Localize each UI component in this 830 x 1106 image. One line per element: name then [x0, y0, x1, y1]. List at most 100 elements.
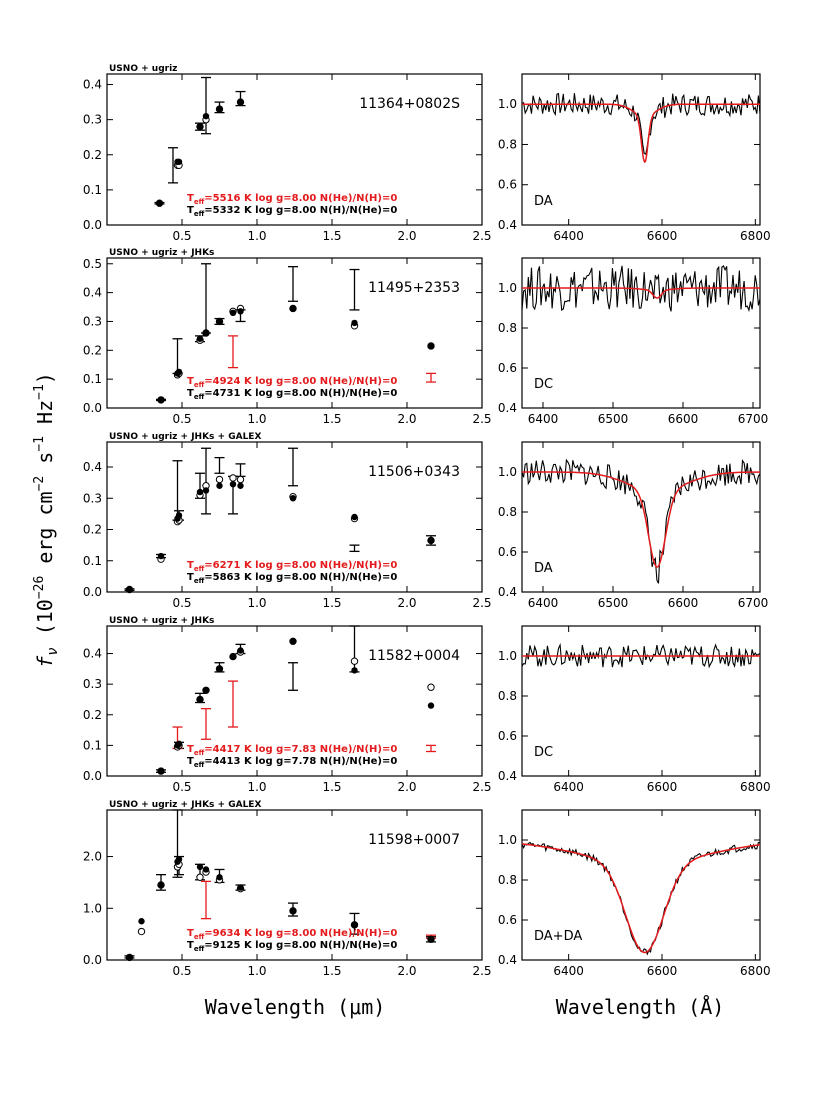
model-flux-filled-point: [289, 907, 297, 915]
model-flux-filled-point: [196, 863, 204, 871]
model-spectrum-line: [522, 287, 760, 299]
model-flux-filled-point: [237, 647, 244, 654]
fit-params-hydrogen-sub: eff: [194, 933, 205, 941]
fit-params-helium-t: T: [187, 572, 194, 583]
fit-params-helium-sub: eff: [194, 393, 205, 401]
fit-params-hydrogen-t: T: [187, 376, 194, 387]
sed-ytick-label: 0.3: [83, 491, 102, 505]
spectrum-xtick-label: 6600: [647, 964, 678, 978]
spectrum-xtick-label: 6800: [740, 964, 771, 978]
sed-xtick-label: 1.0: [247, 412, 266, 426]
fit-params-hydrogen-rest: =4924 K log g=8.00 N(He)/N(H)=0: [204, 376, 397, 387]
model-flux-filled-point: [196, 488, 204, 496]
object-name: 11495+2353: [368, 280, 460, 296]
sed-xtick-label: 2.5: [472, 964, 491, 978]
spectrum-xtick-label: 6700: [738, 596, 769, 610]
model-flux-filled-point: [202, 687, 210, 694]
y-title-exp4: −1: [32, 384, 47, 400]
sed-ytick-label: 0.0: [83, 769, 102, 783]
photometry-label: USNO + ugriz + JHKs + GALEX: [109, 432, 261, 442]
model-flux-filled-point: [351, 513, 358, 521]
fit-params-hydrogen: Teff=4417 K log g=7.83 N(He)/N(H)=0: [187, 744, 397, 757]
fit-params-helium-rest: =9125 K log g=8.00 N(H)/N(He)=0: [204, 940, 397, 951]
spectrum-ytick-label: 1.0: [498, 649, 517, 663]
sed-axes-frame: [106, 257, 483, 409]
fit-params-hydrogen-rest: =6271 K log g=8.00 N(He)/N(H)=0: [204, 560, 397, 571]
sed-xtick-label: 0.5: [172, 780, 191, 794]
sed-xtick-label: 1.5: [322, 229, 341, 243]
model-spectrum-line: [522, 843, 761, 954]
spectrum-xtick-label: 6600: [668, 412, 699, 426]
spectrum-ytick-label: 0.4: [498, 218, 517, 232]
spectrum-xtick-label: 6600: [668, 596, 699, 610]
sed-axes-frame: [106, 441, 483, 593]
observed-spectrum-line: [521, 458, 761, 584]
model-spectrum-line: [522, 103, 760, 164]
spectrum-xtick-label: 6400: [553, 229, 584, 243]
fit-params-helium: Teff=5863 K log g=8.00 N(H)/N(He)=0: [187, 572, 397, 585]
model-flux-open-point: [236, 475, 245, 484]
spectrum-ytick-label: 0.8: [498, 873, 517, 887]
model-flux-filled-point: [216, 318, 223, 325]
spectrum-ytick-label: 1.0: [498, 97, 517, 111]
model-flux-filled-point: [229, 480, 237, 488]
sed-xtick-label: 0.5: [172, 412, 191, 426]
spectral-class: DA: [534, 194, 553, 209]
spectrum-xtick-label: 6800: [740, 780, 771, 794]
observed-spectrum-line: [521, 92, 761, 156]
sed-xtick-label: 1.0: [247, 780, 266, 794]
model-flux-filled-point: [175, 368, 183, 376]
spectrum-ytick-label: 0.4: [498, 585, 517, 599]
spectrum-ytick-label: 0.4: [498, 769, 517, 783]
sed-ytick-label: 0.4: [83, 647, 102, 661]
spectrum-axes-frame: [521, 441, 761, 593]
fit-params-hydrogen-sub: eff: [194, 749, 205, 757]
fit-params-helium-t: T: [187, 756, 194, 767]
sed-ytick-label: 0.0: [83, 953, 102, 967]
fit-params-helium: Teff=4731 K log g=8.00 N(H)/N(He)=0: [187, 388, 397, 401]
model-flux-filled-point: [237, 884, 244, 891]
photometry-label: USNO + ugriz + JHKs + GALEX: [109, 800, 261, 810]
sed-ytick-label: 0.2: [83, 708, 102, 722]
panel-5: 0.5 1.0 1.5 2.0 2.5 0.0 1.0 2.0 USNO + ugriz + J…: [83, 800, 771, 978]
fit-params-hydrogen: Teff=5516 K log g=8.00 N(He)/N(H)=0: [187, 193, 397, 206]
fit-params-hydrogen-rest: =4417 K log g=7.83 N(He)/N(H)=0: [204, 744, 397, 755]
spectrum-ytick-label: 0.6: [498, 545, 517, 559]
model-flux-filled-point: [157, 396, 165, 404]
model-flux-filled-point: [289, 495, 297, 502]
spectrum-axes-frame: [521, 809, 761, 961]
sed-ytick-label: 0.3: [83, 677, 102, 691]
sed-ytick-label: 0.3: [83, 113, 102, 127]
sed-ytick-label: 0.1: [83, 738, 102, 752]
model-flux-filled-point: [237, 98, 244, 106]
spectrum-ytick-label: 0.8: [498, 505, 517, 519]
fit-params-hydrogen-rest: =5516 K log g=8.00 N(He)/N(H)=0: [204, 193, 397, 204]
model-flux-filled-point: [289, 638, 297, 645]
fit-params-helium-sub: eff: [194, 210, 205, 218]
model-flux-filled-point: [237, 482, 244, 489]
spectrum-axes-frame: [521, 257, 761, 409]
spectrum-ytick-label: 0.4: [498, 953, 517, 967]
sed-ytick-label: 2.0: [83, 850, 102, 864]
model-flux-filled-point: [216, 482, 223, 489]
fit-params-helium-rest: =5332 K log g=8.00 N(H)/N(He)=0: [204, 205, 397, 216]
spectrum-xtick-label: 6400: [553, 780, 584, 794]
spectral-class: DC: [534, 377, 553, 392]
model-flux-filled-point: [156, 200, 163, 207]
model-flux-open-point: [196, 873, 204, 881]
fit-params-helium-t: T: [187, 205, 194, 216]
y-title-exp3: −1: [32, 436, 47, 452]
spectrum-xtick-label: 6600: [647, 780, 678, 794]
fit-params-helium-rest: =5863 K log g=8.00 N(H)/N(He)=0: [204, 572, 397, 583]
fit-params-helium-rest: =4731 K log g=8.00 N(H)/N(He)=0: [204, 388, 397, 399]
fit-params-hydrogen-t: T: [187, 744, 194, 755]
sed-xtick-label: 2.0: [397, 780, 416, 794]
panel-2: 0.5 1.0 1.5 2.0 2.5 0.0 0.1 0.2 0.3 0.4 0.5 USNO + …: [83, 248, 768, 426]
spectrum-xtick-label: 6700: [738, 412, 769, 426]
sed-xtick-label: 1.0: [247, 596, 266, 610]
photometry-label: USNO + ugriz: [109, 64, 177, 74]
y-title-close: ): [33, 372, 57, 384]
spectrum-xtick-label: 6400: [528, 412, 559, 426]
object-name: 11598+0007: [368, 832, 460, 848]
sed-xtick-label: 2.5: [472, 229, 491, 243]
